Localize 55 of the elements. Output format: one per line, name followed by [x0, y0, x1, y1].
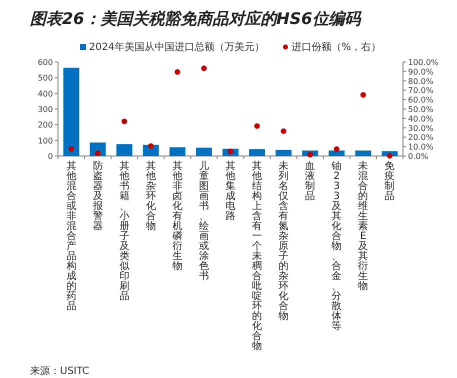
category-label: 其他混合或非混合产品构成的药品 [66, 161, 76, 312]
point [122, 118, 128, 124]
y2-tick-label: 0.0% [408, 152, 429, 161]
bar [355, 150, 372, 156]
bar [328, 150, 345, 156]
y2-tick-label: 40.0% [408, 114, 434, 124]
y-tick-label: 500 [38, 74, 53, 83]
category-label: 其他结构上含有一个未稠合吡啶环的化合物 [252, 161, 262, 352]
category-label: 未混合的维生素E及其衍生物 [358, 161, 368, 292]
point [68, 146, 74, 152]
y-tick-label: 100 [38, 136, 53, 146]
y2-tick-label: 60.0% [408, 96, 434, 105]
y2-tick-label: 100.0% [408, 58, 439, 67]
x-tick-label: 免疫制品 [384, 160, 395, 202]
y2-tick-label: 90.0% [408, 67, 434, 76]
y-tick-label: 300 [38, 105, 53, 114]
y2-tick-label: 10.0% [408, 142, 434, 152]
point [334, 146, 340, 152]
y-tick-label: 600 [38, 58, 53, 67]
bar [249, 149, 265, 156]
point [360, 92, 366, 98]
legend-label: 进口份额（%，右） [291, 41, 381, 53]
point [148, 143, 154, 149]
bar [276, 150, 292, 156]
y2-tick-label: 30.0% [408, 124, 434, 133]
category-label: 其他非卤化有机磷衍生物 [172, 161, 182, 272]
legend-label: 2024年美国从中国进口总额（万美元） [89, 41, 264, 53]
category-label: 未列名仅含有氮杂原子的杂环化合物 [278, 161, 289, 322]
x-tick-label: 其他集成电路 [226, 160, 236, 222]
bar [196, 148, 212, 156]
y2-tick-label: 80.0% [408, 76, 434, 86]
y2-tick-label: 20.0% [408, 133, 434, 142]
point [280, 128, 286, 134]
category-label: 其他书籍、小册子及类似印刷品 [119, 161, 130, 302]
point [201, 66, 207, 72]
y2-tick-label: 50.0% [408, 105, 434, 114]
point [174, 69, 180, 75]
point [307, 152, 313, 158]
point [254, 123, 260, 129]
y-tick-label: 400 [38, 89, 53, 98]
x-tick-label: 血液制品 [305, 160, 316, 202]
chart-title: 图表26：美国关税豁免商品对应的HS6位编码 [30, 9, 362, 28]
x-tick-label: 其他杂环化合物 [146, 160, 156, 232]
bar [169, 147, 186, 156]
point [95, 150, 101, 156]
y-tick-label: 0 [48, 152, 53, 161]
point [386, 153, 393, 159]
x-tick-label: 防盗器及报警器 [92, 160, 103, 232]
category-label: 儿童图画书、绘画或涂色书 [198, 161, 209, 282]
source-note: 来源：USITC [30, 365, 90, 377]
category-label: 铀233及其化合物、合金、分散体等 [332, 161, 342, 332]
bar [116, 144, 132, 156]
y2-tick-label: 70.0% [408, 86, 434, 96]
y-tick-label: 200 [38, 120, 53, 130]
bar [63, 68, 80, 156]
